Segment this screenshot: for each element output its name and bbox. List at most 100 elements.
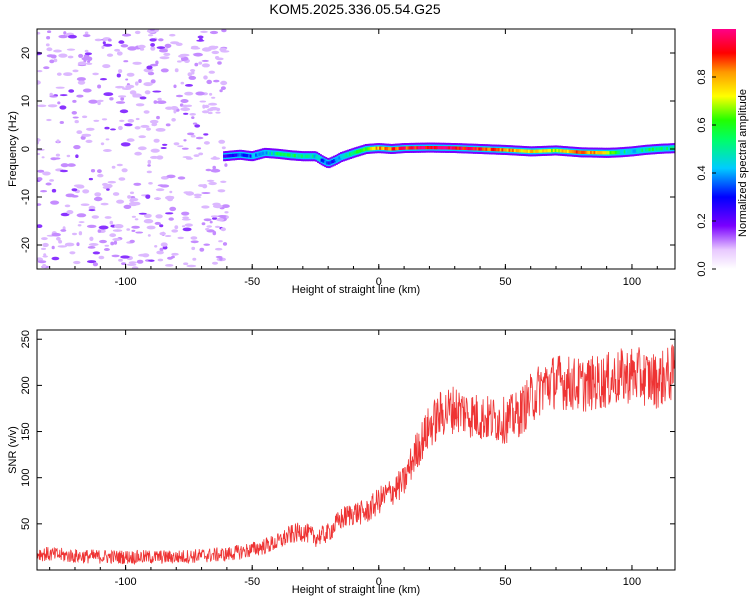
noise-blob [60,229,67,232]
noise-blob [50,54,57,59]
noise-blob [174,68,179,73]
noise-blob [165,264,174,267]
noise-blob [109,220,114,225]
x-tick-label: 100 [623,276,641,288]
noise-blob [139,96,147,100]
noise-blob [73,145,81,150]
ridge-core-cell [302,154,306,158]
ridge-core-cell [634,149,638,153]
ridge-core-cell [662,147,666,151]
noise-blob [187,132,195,136]
noise-blob [80,135,86,140]
noise-blob [221,146,226,150]
noise-blob [37,169,45,173]
noise-blob [132,61,142,65]
noise-blob [203,243,210,246]
noise-blob [207,108,214,112]
noise-blob [155,60,159,65]
noise-blob [133,182,142,186]
noise-blob [207,111,213,115]
ridge-core-cell [421,146,425,150]
noise-blob [89,236,94,241]
ridge-core-cell [412,146,416,150]
ridge-core-cell [244,153,248,158]
noise-blob [147,164,151,167]
ridge-core-cell [444,146,448,150]
ridge-core-cell [271,151,274,155]
ridge-core-cell [577,150,581,154]
noise-blob [72,116,79,119]
noise-blob [76,242,80,247]
ridge-core-cell [285,153,289,157]
noise-blob [187,72,193,77]
noise-blob [177,60,182,63]
ridge-core-cell [464,146,468,150]
noise-blob [46,47,53,52]
noise-blob [116,51,123,56]
ridge-core-cell [567,149,570,153]
noise-blob [140,124,150,128]
ridge-core-cell [395,147,399,151]
ridge-core-cell [520,149,524,153]
y-tick-label: 20 [20,47,32,59]
noise-blob [136,259,144,264]
noise-blob [64,242,75,247]
ridge-core-cell [286,153,290,157]
noise-blob [218,139,226,144]
noise-blob [150,43,156,47]
noise-blob [112,229,123,232]
noise-blob [116,73,121,78]
ridge-core-cell [368,147,372,151]
ridge-core-cell [650,147,654,151]
noise-blob [197,35,204,39]
ridge-core-cell [620,150,624,154]
ridge-core-cell [657,147,661,151]
ridge-core-cell [364,147,368,151]
noise-blob [214,225,221,228]
ridge-core-cell [267,151,271,155]
ridge-core-cell [660,147,664,151]
noise-blob [199,100,207,103]
ridge-core-cell [441,146,445,150]
noise-blob [43,66,50,70]
ridge-core-cell [474,147,478,151]
noise-blob [194,62,199,67]
noise-blob [183,112,189,115]
ridge-core-cell [301,154,305,158]
noise-blob [42,264,47,268]
noise-blob [102,64,111,69]
x-tick-label: 100 [623,576,641,588]
ridge-core-cell [607,151,611,155]
ridge-core-cell [384,147,388,151]
noise-blob [100,142,105,146]
noise-blob [42,242,49,248]
noise-blob [156,100,167,104]
colorbar-tick-label: 0.4 [696,165,708,180]
noise-blob [128,201,138,207]
ridge-core-cell [405,146,409,150]
noise-blob [201,47,212,52]
noise-blob [164,235,172,237]
ridge-core-cell [613,151,616,155]
ridge-core-cell [565,149,569,153]
ridge-core-cell [639,148,643,152]
noise-blob [77,61,87,66]
noise-blob [127,46,137,51]
y-tick-label: 100 [20,469,32,487]
ridge-core-cell [274,152,278,156]
ridge-core-cell [325,161,329,165]
noise-blob [168,217,174,221]
noise-blob [103,92,114,96]
ridge-core-cell [324,160,328,164]
ridge-core-cell [448,146,452,150]
ridge-core-cell [327,161,331,165]
ridge-core-cell [485,147,489,151]
noise-blob [131,215,136,218]
noise-blob [155,127,166,132]
noise-blob [135,117,140,121]
ridge-core-cell [403,146,407,150]
ridge-core-cell [370,147,374,151]
noise-blob [143,219,154,224]
colorbar-gradient [712,29,736,269]
noise-blob [110,241,115,246]
